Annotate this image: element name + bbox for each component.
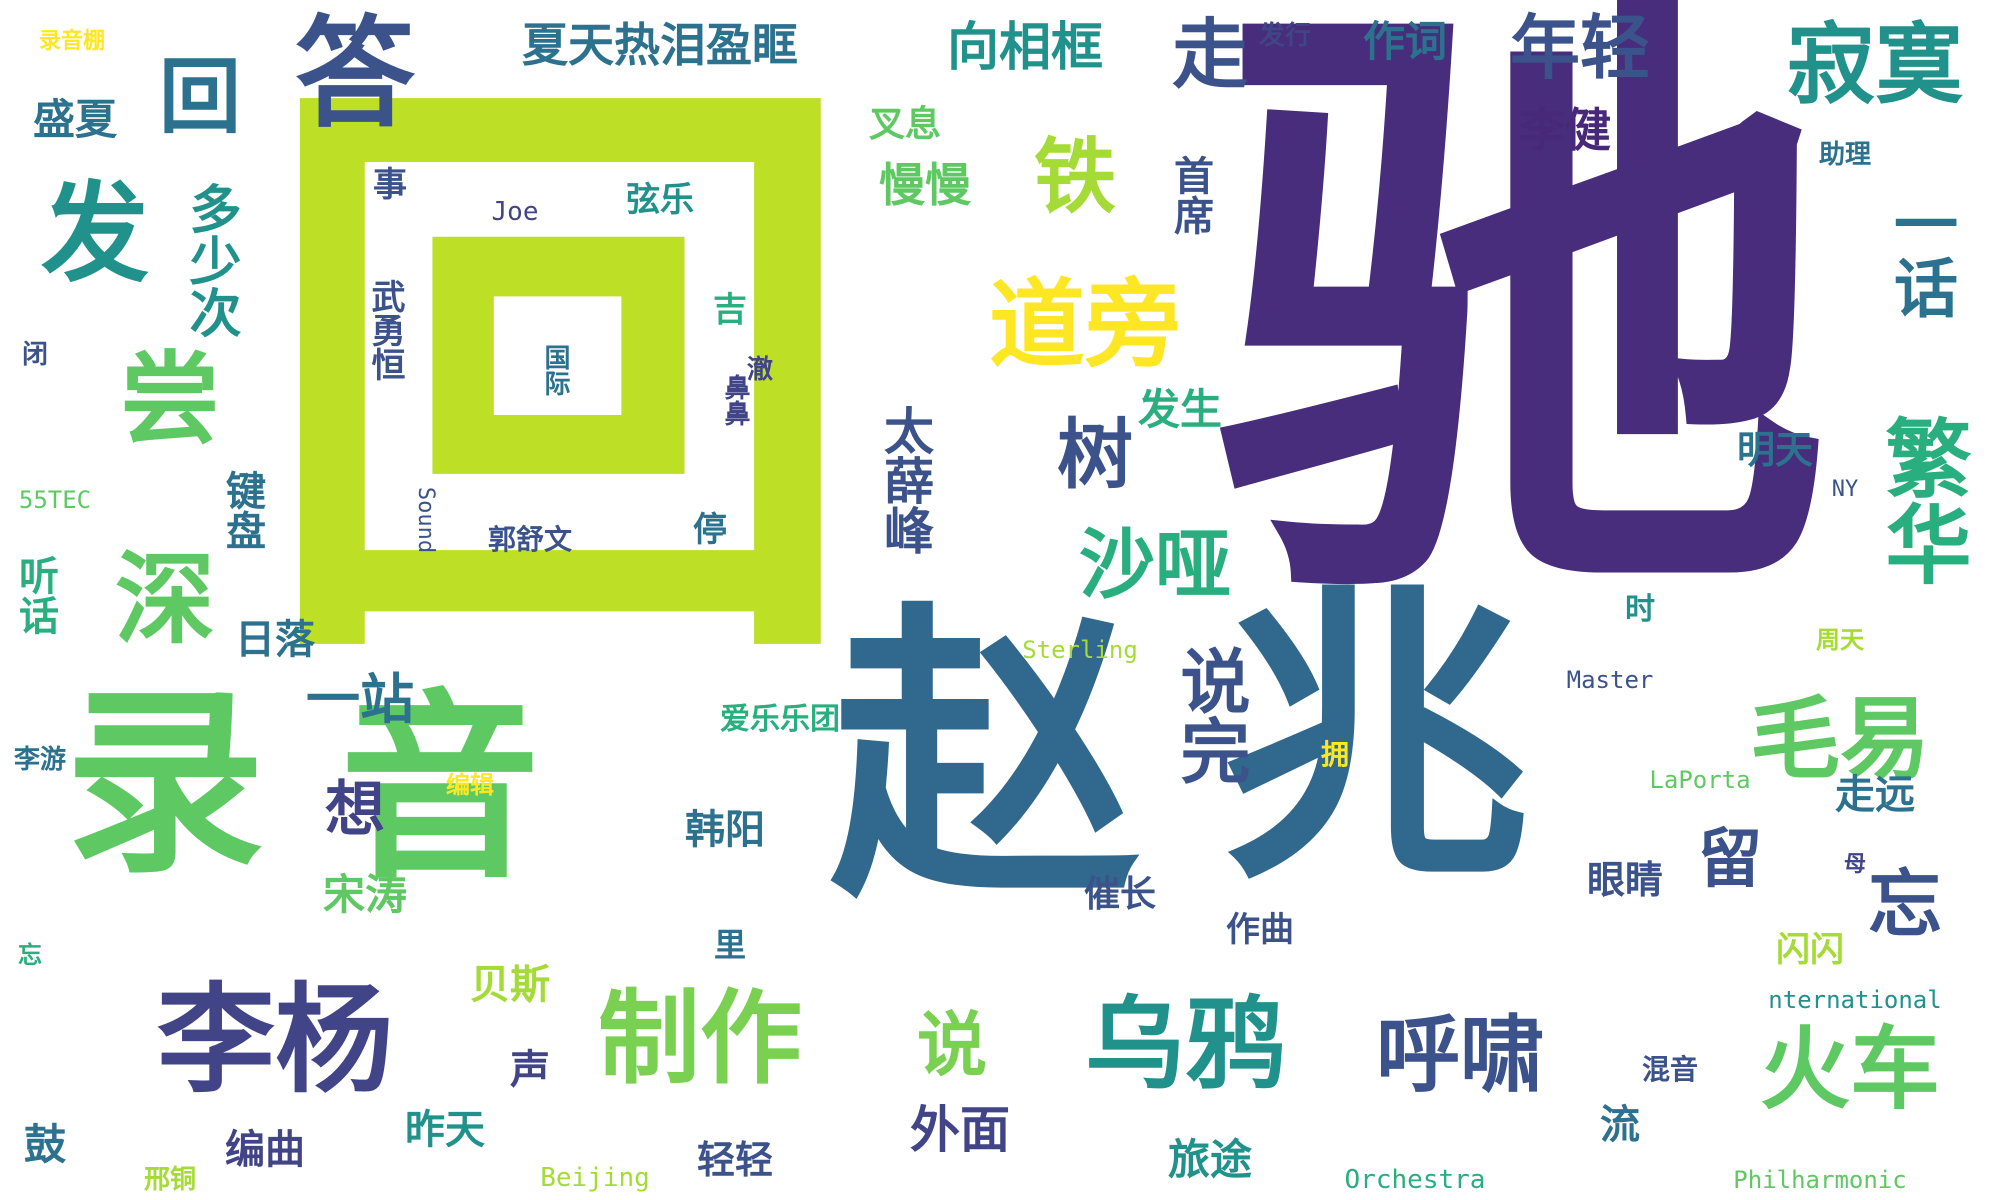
- cloud-word: 宋涛: [322, 870, 407, 919]
- cloud-word: 韩阳: [685, 807, 765, 853]
- cloud-word: 李杨: [156, 971, 393, 1109]
- cloud-word: 树: [1057, 410, 1133, 499]
- cloud-word: 郭舒文: [487, 523, 572, 556]
- cloud-word: 听话: [12, 555, 58, 635]
- cloud-word: 助理: [1818, 140, 1871, 170]
- cloud-word: 眼睛: [1586, 858, 1663, 902]
- cloud-word: 录音棚: [38, 29, 105, 54]
- cloud-word: 母: [1843, 852, 1866, 877]
- cloud-word: 回: [260, 30, 860, 729]
- cloud-word: 沙哑: [1079, 520, 1231, 609]
- cloud-word: 录: [64, 668, 265, 901]
- cloud-word: 发行: [1258, 21, 1311, 51]
- cloud-word: 忘: [18, 941, 42, 969]
- cloud-word: 鼓: [23, 1120, 66, 1169]
- cloud-word: Sterling: [1022, 636, 1138, 664]
- cloud-word: 音: [339, 673, 540, 906]
- cloud-word: 一站: [306, 668, 414, 731]
- cloud-word: 吉: [713, 290, 747, 330]
- cloud-word: 澈: [746, 355, 773, 385]
- cloud-word: 毛易: [1750, 687, 1930, 792]
- cloud-word: Beijing: [540, 1163, 650, 1193]
- cloud-word: 回: [158, 50, 241, 145]
- cloud-word: 里: [713, 926, 746, 964]
- cloud-word: 多少次: [180, 182, 240, 338]
- cloud-word: 发: [40, 172, 149, 297]
- cloud-word: 催长: [1083, 874, 1156, 915]
- cloud-word: 繁华: [1870, 414, 1970, 586]
- cloud-word: 日落: [235, 617, 315, 663]
- cloud-word: 深: [115, 541, 215, 658]
- cloud-word: 李游: [13, 745, 66, 775]
- cloud-word: 走远: [1835, 772, 1915, 818]
- cloud-word: 弦乐: [626, 180, 694, 220]
- cloud-word: 外面: [910, 1101, 1010, 1159]
- cloud-word: 向相框: [946, 18, 1103, 78]
- cloud-word: 键盘: [219, 470, 265, 550]
- cloud-word: 叉息: [868, 104, 941, 145]
- cloud-word: 爱乐乐团: [720, 702, 840, 737]
- cloud-word: 太薛峰: [876, 405, 934, 555]
- cloud-word: 武勇恒: [365, 279, 405, 381]
- cloud-word: 铁: [1033, 130, 1116, 225]
- cloud-word: 停: [693, 510, 727, 550]
- cloud-word: Sound: [412, 486, 438, 554]
- cloud-word: 周天: [1816, 626, 1864, 654]
- cloud-word: 火车: [1760, 1017, 1940, 1122]
- cloud-word: 乌鸦: [1085, 986, 1285, 1103]
- cloud-word: 昨天: [405, 1107, 485, 1153]
- cloud-word: 发生: [1137, 385, 1222, 434]
- cloud-word: 首席: [1167, 155, 1213, 235]
- cloud-word: 拥: [1320, 738, 1349, 771]
- cloud-word: Joe: [491, 197, 539, 227]
- cloud-word: 道旁: [989, 269, 1181, 381]
- cloud-word: 混音: [1641, 1053, 1698, 1086]
- cloud-word: 年轻: [1510, 7, 1650, 89]
- cloud-word: 兆: [1220, 559, 1530, 920]
- cloud-word: Philharmonic: [1733, 1166, 1907, 1194]
- cloud-word: 答: [295, 5, 415, 144]
- cloud-word: LaPorta: [1649, 766, 1751, 794]
- cloud-word: 想: [325, 775, 385, 845]
- cloud-word: nternational: [1768, 986, 1942, 1014]
- cloud-word: Orchestra: [1344, 1165, 1486, 1195]
- cloud-word: 说: [917, 1004, 987, 1086]
- cloud-word: 旅途: [1167, 1135, 1252, 1184]
- cloud-word: 驰: [1210, 0, 1830, 672]
- cloud-word: 作词: [1362, 17, 1447, 66]
- cloud-word: 制作: [598, 980, 802, 1099]
- cloud-word: 鼻鼻: [720, 374, 750, 426]
- cloud-word: 事: [373, 165, 407, 205]
- cloud-word: 忘: [1868, 862, 1942, 948]
- cloud-word: 留: [1698, 823, 1762, 897]
- cloud-word: 时: [1625, 592, 1655, 627]
- cloud-word: 闪闪: [1776, 930, 1844, 970]
- cloud-word: 走: [1172, 10, 1248, 99]
- cloud-word: 盛夏: [32, 95, 117, 144]
- cloud-word: 说完: [1169, 645, 1251, 785]
- cloud-word: 编辑: [446, 771, 494, 799]
- cloud-word: 李健: [1519, 103, 1611, 157]
- cloud-word: 慢慢: [879, 158, 971, 212]
- cloud-word: 呼啸: [1375, 1006, 1544, 1104]
- cloud-word: 国际: [540, 344, 570, 396]
- cloud-word: 尝: [120, 341, 220, 458]
- cloud-word: NY: [1831, 477, 1859, 502]
- cloud-word: 一话: [1883, 191, 1957, 319]
- cloud-word: 55TEC: [18, 486, 92, 514]
- cloud-word: 邢铜: [143, 1165, 196, 1195]
- cloud-word: 明天: [1736, 428, 1813, 472]
- cloud-word: Master: [1566, 666, 1654, 694]
- cloud-word: 赵: [830, 579, 1140, 940]
- cloud-word: 寂寞: [1786, 13, 1963, 116]
- cloud-word: 编曲: [225, 1127, 305, 1173]
- cloud-word: 流: [1600, 1102, 1640, 1148]
- cloud-word: 夏天热泪盈眶: [522, 18, 798, 72]
- cloud-word: 贝斯: [470, 962, 550, 1008]
- cloud-word: 声: [510, 1047, 550, 1093]
- cloud-word: 轻轻: [696, 1138, 773, 1182]
- cloud-word: 作曲: [1226, 910, 1294, 950]
- cloud-word: 闭: [21, 340, 48, 370]
